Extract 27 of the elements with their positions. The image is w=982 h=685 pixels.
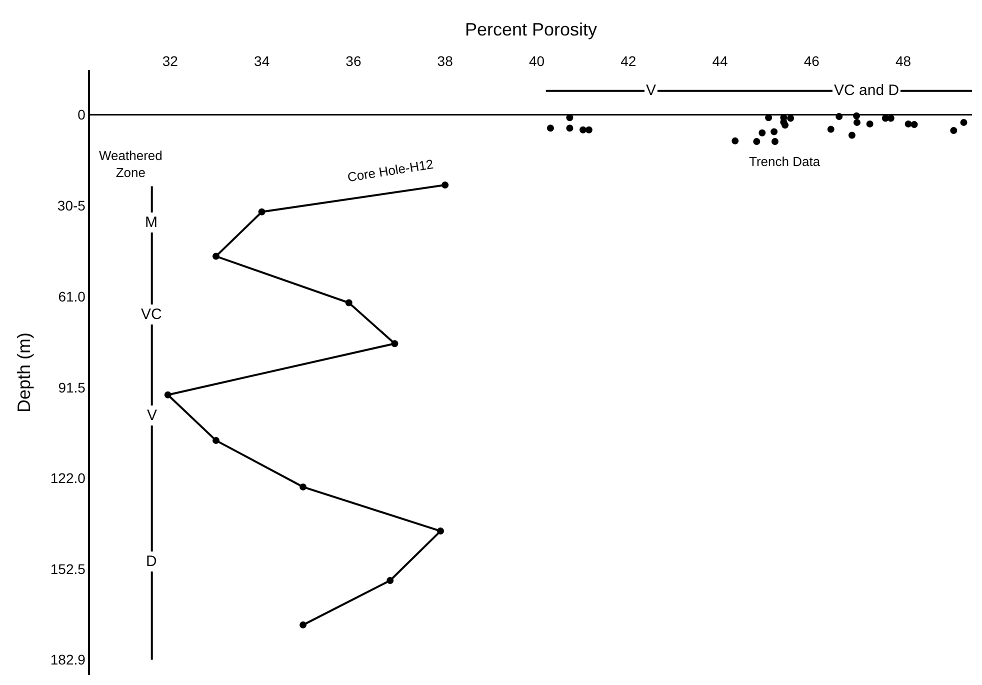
x-tick-label: 46 — [804, 53, 820, 70]
text: Core Hole-H12 — [346, 156, 434, 185]
x-tick-label: 48 — [895, 53, 912, 70]
annotation: VC — [141, 306, 162, 323]
x-tick-label: 34 — [254, 53, 270, 70]
x-tick-label: 32 — [162, 53, 178, 70]
annotation: VC and D — [834, 82, 900, 99]
annotation: M — [145, 214, 158, 231]
annotation: V — [646, 82, 656, 99]
x-tick-label: 44 — [712, 53, 728, 70]
series-label: Trench Data — [749, 154, 821, 169]
x-tick-label: 42 — [620, 53, 636, 70]
y-tick-label: 0 — [78, 106, 86, 123]
y-tick-label: 91.5 — [58, 379, 86, 396]
x-axis-title: Percent Porosity — [464, 19, 598, 40]
x-tick-label: 38 — [437, 53, 454, 70]
y-axis-title: Depth (m) — [14, 332, 34, 413]
x-tick-label: 36 — [346, 53, 362, 70]
y-tick-label: 152.5 — [50, 561, 86, 578]
y-tick-label: 61.0 — [58, 288, 86, 304]
annotation: Weathered Zone — [99, 148, 162, 180]
x-tick-label: 40 — [528, 53, 545, 70]
y-tick-label: 122.0 — [50, 470, 86, 486]
y-tick-label: 30-5 — [57, 198, 86, 214]
annotation: D — [146, 553, 157, 570]
annotation: V — [147, 407, 158, 424]
y-tick-label: 182.9 — [50, 652, 86, 668]
